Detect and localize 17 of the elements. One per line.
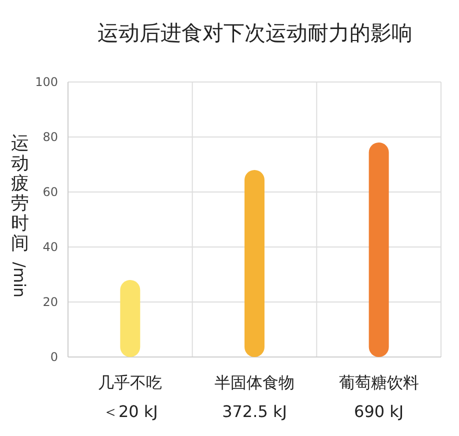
y-axis-title: 运动疲劳时间/min — [10, 133, 29, 298]
text: 690 kJ — [354, 402, 404, 421]
y-tick-label: 20 — [42, 294, 58, 309]
bar — [120, 280, 140, 357]
x-tick-label: 葡萄糖饮料 — [338, 373, 419, 392]
text: ＜20 kJ — [102, 402, 158, 421]
x-tick-label: 半固体食物 — [214, 373, 294, 392]
y-tick-label: 100 — [35, 74, 58, 89]
bar — [368, 142, 389, 357]
text: 372.5 kJ — [222, 402, 287, 421]
y-tick-label: 0 — [50, 350, 58, 364]
y-tick-label: 60 — [42, 184, 58, 199]
bar — [244, 170, 264, 357]
y-tick-label: 80 — [42, 130, 58, 144]
chart-title: 运动后进食对下次运动耐力的影响 — [98, 21, 412, 45]
y-tick-label: 40 — [42, 240, 58, 254]
x-tick-label: 几乎不吃 — [98, 373, 162, 392]
